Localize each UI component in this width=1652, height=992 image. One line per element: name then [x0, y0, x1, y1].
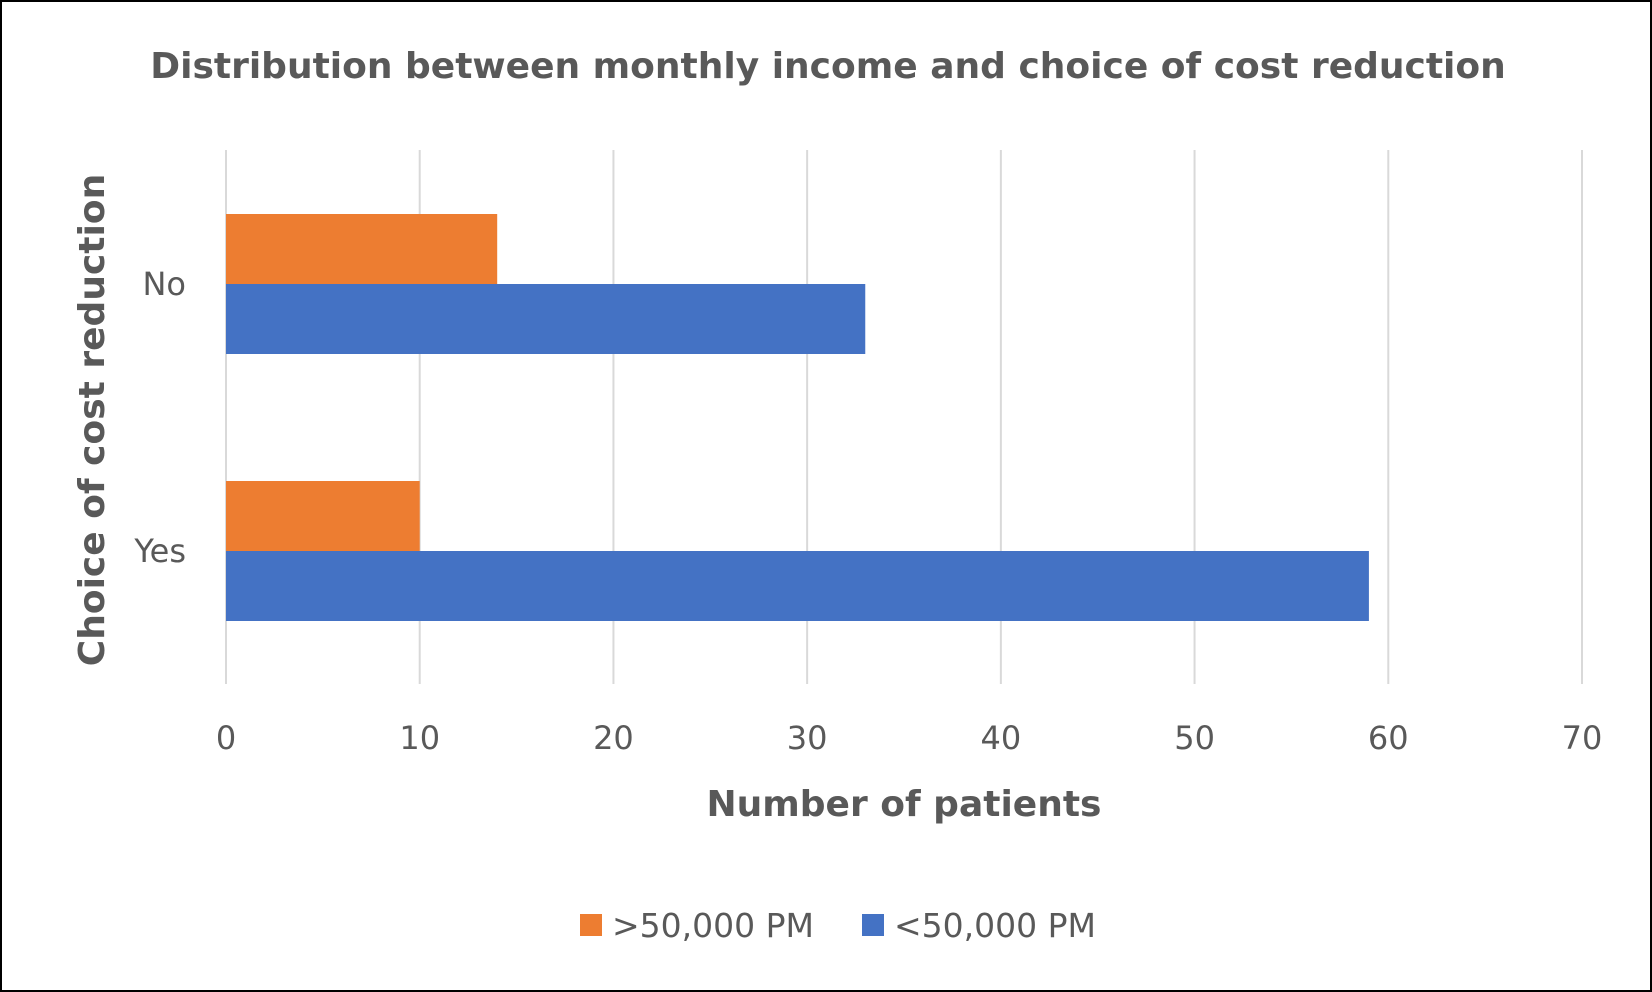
x-tick-label: 60 — [1368, 719, 1409, 757]
legend-label: <50,000 PM — [894, 906, 1096, 945]
x-tick-label: 50 — [1174, 719, 1215, 757]
x-tick-label: 10 — [399, 719, 440, 757]
y-axis-title: Choice of cost reduction — [72, 174, 113, 666]
x-axis-title: Number of patients — [707, 784, 1102, 825]
y-tick-label: No — [142, 265, 186, 303]
bar-no-series-1 — [226, 214, 498, 284]
bar-no-series-2 — [226, 284, 866, 354]
x-tick-label: 30 — [787, 719, 828, 757]
legend-swatch — [862, 914, 884, 936]
x-tick-label: 70 — [1562, 719, 1603, 757]
x-tick-label: 40 — [980, 719, 1021, 757]
y-tick-labels: No Yes — [133, 265, 186, 570]
legend-label: >50,000 PM — [612, 906, 814, 945]
legend-swatch — [580, 914, 602, 936]
x-tick-label: 0 — [216, 719, 236, 757]
legend: >50,000 PM <50,000 PM — [580, 906, 1096, 945]
bar-yes-series-2 — [226, 551, 1369, 621]
x-tick-labels: 0 10 20 30 40 50 60 70 — [216, 719, 1603, 757]
chart-title: Distribution between monthly income and … — [150, 46, 1506, 87]
y-tick-label: Yes — [133, 532, 186, 570]
bar-yes-series-1 — [226, 481, 420, 551]
x-tick-label: 20 — [593, 719, 634, 757]
bars — [226, 214, 1369, 621]
